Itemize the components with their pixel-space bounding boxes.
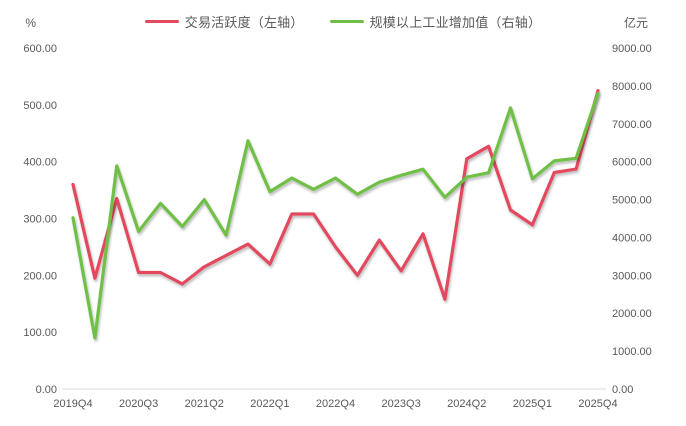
right-axis-tick-label: 4000.00 bbox=[612, 232, 652, 244]
left-axis-tick-label: 100.00 bbox=[23, 327, 57, 339]
trading-activity-line-swatch-icon bbox=[144, 19, 179, 24]
x-axis-tick-label: 2020Q3 bbox=[119, 398, 158, 410]
right-axis-tick-label: 9000.00 bbox=[612, 43, 652, 55]
series-line-trading-activity bbox=[71, 88, 600, 301]
legend-item-industrial-added-value[interactable]: 规模以上工业增加值（右轴） bbox=[329, 12, 542, 31]
left-axis-tick-label: 200.00 bbox=[23, 270, 57, 282]
x-axis-tick-label: 2025Q1 bbox=[513, 398, 552, 410]
x-axis-tick-label: 2021Q2 bbox=[185, 398, 224, 410]
right-axis-tick-label: 1000.00 bbox=[612, 346, 652, 358]
x-axis-tick-label: 2022Q4 bbox=[316, 398, 355, 410]
right-axis-tick-label: 2000.00 bbox=[612, 308, 652, 320]
left-axis-tick-label: 600.00 bbox=[23, 43, 57, 55]
x-axis-tick-label: 2024Q2 bbox=[447, 398, 486, 410]
legend-item-trading-activity[interactable]: 交易活跃度（左轴） bbox=[144, 12, 304, 31]
right-axis-tick-label: 8000.00 bbox=[612, 81, 652, 93]
x-axis-tick-label: 2023Q3 bbox=[382, 398, 421, 410]
legend-label-trading-activity: 交易活跃度（左轴） bbox=[184, 15, 304, 30]
industrial-added-value-line-swatch-icon bbox=[329, 19, 364, 24]
right-axis-tick-label: 0.00 bbox=[612, 384, 633, 396]
right-axis-unit: 亿元 bbox=[624, 15, 648, 30]
left-axis-tick-label: 300.00 bbox=[23, 214, 57, 226]
left-axis-tick-label: 500.00 bbox=[23, 100, 57, 112]
x-axis-tick-label: 2019Q4 bbox=[53, 398, 92, 410]
right-axis-tick-label: 7000.00 bbox=[612, 119, 652, 131]
x-axis-tick-label: 2025Q4 bbox=[578, 398, 617, 410]
right-axis-tick-label: 3000.00 bbox=[612, 270, 652, 282]
legend: 交易活跃度（左轴） 规模以上工业增加值（右轴） bbox=[0, 12, 686, 31]
left-axis-tick-label: 400.00 bbox=[23, 157, 57, 169]
right-axis-tick-label: 6000.00 bbox=[612, 157, 652, 169]
right-axis-tick-label: 5000.00 bbox=[612, 195, 652, 207]
legend-label-industrial-added-value: 规模以上工业增加值（右轴） bbox=[369, 15, 542, 30]
x-axis-tick-label: 2022Q1 bbox=[250, 398, 289, 410]
series-line-industrial-added-value bbox=[71, 91, 600, 340]
left-axis-unit: % bbox=[25, 16, 36, 30]
left-axis-tick-label: 0.00 bbox=[36, 384, 57, 396]
